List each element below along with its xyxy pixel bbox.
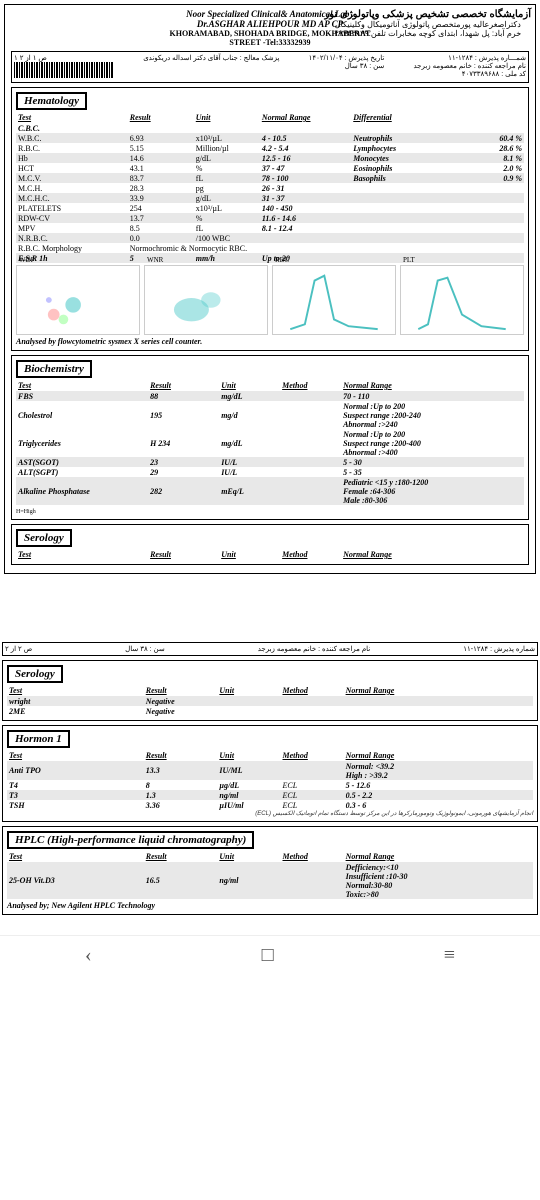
hematology-section: Hematology Test Result Unit Normal Range… bbox=[11, 87, 529, 351]
patient-doc: پزشک معالج : جناب آقای دکتر اسداله دریکو… bbox=[143, 54, 279, 80]
page-1: آزمایشگاه تخصصی تشخیص پزشکی وپاتولوژی نو… bbox=[4, 4, 536, 574]
addr2: STREET -Tel:33332939 bbox=[9, 38, 531, 47]
hematology-table: Test Result Unit Normal Range Differenti… bbox=[16, 112, 524, 263]
cbc-label: C.B.C. bbox=[16, 123, 524, 133]
table-row: MPV8.5fL8.1 - 12.4 bbox=[16, 223, 524, 233]
page-num: ۱ ص ۱ از ۲ bbox=[14, 54, 114, 62]
table-row: M.C.H.C.33.9g/dL31 - 37 bbox=[16, 193, 524, 203]
table-row: M.C.V.83.7fL78 - 100Basophils0.9 % bbox=[16, 173, 524, 183]
patient-date: تاریخ پذیرش : ۱۴۰۲/۱۱/۰۴ bbox=[309, 54, 385, 62]
hormon-footer: انجام آزمایشهای هورمونی، ایمونولوژیک وتو… bbox=[7, 810, 533, 817]
patient-no: شمـــاره پذیرش : ۱۲۸۴-۱۱ bbox=[413, 54, 526, 62]
table-row: 2MENegative bbox=[7, 706, 533, 716]
hematology-charts: WDF WNR RBC PLT bbox=[16, 265, 524, 335]
serology-header-1: Serology bbox=[16, 529, 72, 547]
android-navbar: ‹ □ ≡ bbox=[0, 935, 540, 975]
table-row: T48µg/dLECL5 - 12.6 bbox=[7, 780, 533, 790]
table-row: ALT(SGPT)29IU/L5 - 35 bbox=[16, 467, 524, 477]
serology-table: Test Result Unit Method Normal Range wri… bbox=[7, 685, 533, 716]
table-row: RDW-CV13.7%11.6 - 14.6 bbox=[16, 213, 524, 223]
chart-plt: PLT bbox=[400, 265, 524, 335]
chart-rbc: RBC bbox=[272, 265, 396, 335]
table-row: M.C.H.28.3pg26 - 31 bbox=[16, 183, 524, 193]
lab-name-fa: آزمایشگاه تخصصی تشخیص پزشکی وپاتولوژی نو… bbox=[324, 9, 531, 20]
recent-icon[interactable]: ≡ bbox=[444, 944, 455, 967]
table-row: Hb14.6g/dL12.5 - 16Monocytes8.1 % bbox=[16, 153, 524, 163]
home-icon[interactable]: □ bbox=[262, 944, 274, 967]
addr-fa: خرم آباد: پل شهدا، ابتدای کوچه مخابرات ت… bbox=[324, 29, 531, 38]
hematology-footer: Analysed by flowcytometric sysmex X seri… bbox=[16, 337, 524, 346]
serology-section-1: Serology Test Result Unit Method Normal … bbox=[11, 524, 529, 565]
table-row: Cholestrol195mg/dNormal :Up to 200 Suspe… bbox=[16, 401, 524, 429]
hormon-section: Hormon 1 Test Result Unit Method Normal … bbox=[2, 725, 538, 822]
table-row: FBS88mg/dL70 - 110 bbox=[16, 391, 524, 401]
biochemistry-table: Test Result Unit Method Normal Range FBS… bbox=[16, 380, 524, 505]
biochemistry-header: Biochemistry bbox=[16, 360, 92, 378]
barcode bbox=[14, 62, 114, 78]
table-row: PLATELETS254x10³/µL140 - 450 bbox=[16, 203, 524, 213]
patient-age: سن : ۳۸ سال bbox=[309, 62, 385, 70]
table-row: HCT43.1%37 - 47Eosinophils2.0 % bbox=[16, 163, 524, 173]
high-legend: H=High bbox=[16, 509, 524, 515]
table-row: 25-OH Vit.D316.5ng/mlDefficiency:<10 Ins… bbox=[7, 862, 533, 899]
patient-name: نام مراجعه کننده : خانم معصومه زبرجد bbox=[413, 62, 526, 70]
table-row: N.R.B.C.0.0/100 WBC bbox=[16, 233, 524, 243]
table-row: R.B.C.5.15Million/µl4.2 - 5.4Lymphocytes… bbox=[16, 143, 524, 153]
table-row: AST(SGOT)23IU/L5 - 30 bbox=[16, 457, 524, 467]
serology-section-2: Serology Test Result Unit Method Normal … bbox=[2, 660, 538, 721]
header: آزمایشگاه تخصصی تشخیص پزشکی وپاتولوژی نو… bbox=[9, 9, 531, 47]
hplc-footer: Analysed by; New Agilent HPLC Technology bbox=[7, 901, 533, 910]
biochemistry-section: Biochemistry Test Result Unit Method Nor… bbox=[11, 355, 529, 520]
doctor-fa: دکتراصغرعالیه پورمتخصص پاتولوژی آناتومیک… bbox=[324, 20, 531, 29]
back-icon[interactable]: ‹ bbox=[85, 944, 92, 967]
table-row: T31.3ng/mlECL0.5 - 2.2 bbox=[7, 790, 533, 800]
hematology-header: Hematology bbox=[16, 92, 87, 110]
hplc-section: HPLC (High-performance liquid chromatogr… bbox=[2, 826, 538, 915]
table-row: TSH3.36µIU/mlECL0.3 - 6 bbox=[7, 800, 533, 810]
table-row: TriglyceridesH 234mg/dLNormal :Up to 200… bbox=[16, 429, 524, 457]
patient-info: شمـــاره پذیرش : ۱۲۸۴-۱۱ نام مراجعه کنند… bbox=[11, 51, 529, 83]
chart-wdf: WDF bbox=[16, 265, 140, 335]
table-row: Anti TPO13.3IU/MLNormal: <39.2 High : >3… bbox=[7, 761, 533, 780]
hormon-table: Test Result Unit Method Normal Range Ant… bbox=[7, 750, 533, 810]
table-row: Alkaline Phosphatase282mEq/LPediatric <1… bbox=[16, 477, 524, 505]
table-row: wrightNegative bbox=[7, 696, 533, 706]
patient-nid: کد ملی : ۴۰۷۳۳۸۹۶۸۸ bbox=[413, 70, 526, 78]
chart-wnr: WNR bbox=[144, 265, 268, 335]
hplc-table: Test Result Unit Method Normal Range 25-… bbox=[7, 851, 533, 899]
table-row: W.B.C.6.93x10³/µL4 - 10.5Neutrophils60.4… bbox=[16, 133, 524, 143]
patient-info-2: شماره پذیرش : ۱۲۸۴-۱۱ نام مراجعه کننده :… bbox=[2, 642, 538, 656]
